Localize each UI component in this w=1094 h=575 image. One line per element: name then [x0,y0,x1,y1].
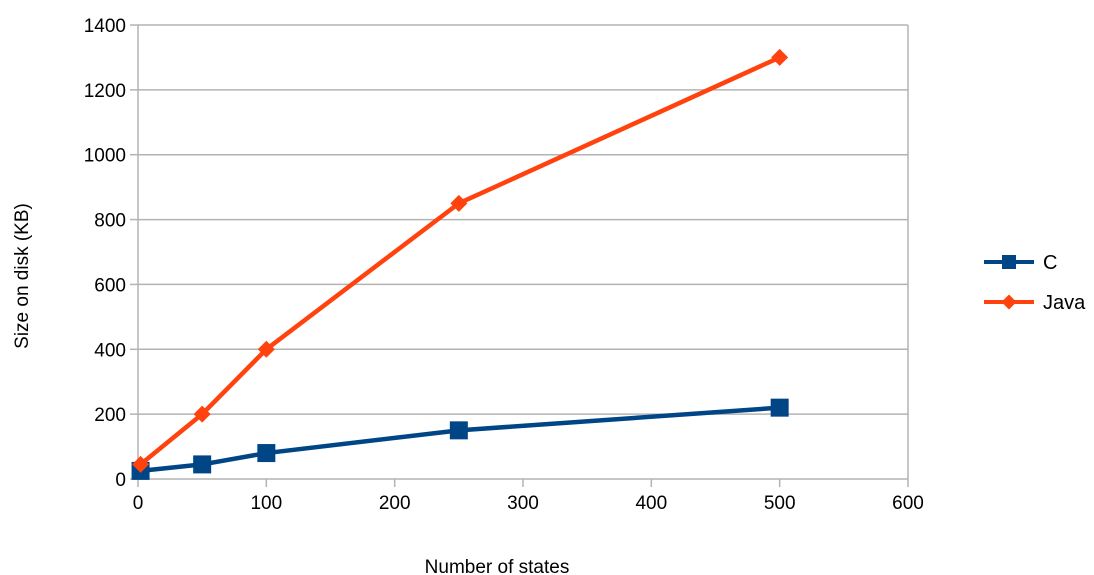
y-tick-label: 600 [94,275,126,296]
y-tick-label: 800 [94,211,126,232]
data-point-java [193,405,211,423]
data-point-c [193,455,212,474]
series-line-java [138,55,782,467]
legend-item-java: Java [984,292,1086,314]
x-tick-label: 400 [635,493,667,514]
x-tick-label: 200 [379,493,411,514]
legend-item-c: C [984,252,1057,274]
x-tick-label: 100 [250,493,282,514]
series [131,48,789,480]
legend-label-c: C [1043,252,1057,274]
x-tick-label: 0 [133,493,144,514]
legend-marker-java [1001,294,1017,310]
data-point-java [771,48,789,66]
grid [138,24,908,480]
legend: C Java [984,252,1086,314]
data-point-c [257,444,276,463]
y-tick-label: 1200 [84,81,126,102]
y-tick-label: 1400 [84,16,126,37]
axes: 0 200 400 600 800 1000 1200 1400 0 100 200 300 400 50… [84,16,924,514]
series-c [131,398,789,480]
x-tick-label: 300 [507,493,539,514]
y-tick-label: 400 [94,340,126,361]
series-java [132,48,789,473]
data-point-java [132,455,150,473]
y-axis-title: Size on disk (KB) [12,203,33,349]
x-tick-label: 500 [764,493,796,514]
y-tick-label: 200 [94,405,126,426]
data-point-c [449,421,468,440]
legend-marker-c [1002,255,1016,269]
x-axis-title: Number of states [425,557,570,575]
data-point-java [257,340,275,358]
legend-label-java: Java [1043,292,1086,314]
y-tick-label: 1000 [84,146,126,167]
data-point-c [770,398,789,417]
x-tick-label: 600 [892,493,924,514]
y-tick-label: 0 [115,470,126,491]
data-point-java [450,194,468,212]
